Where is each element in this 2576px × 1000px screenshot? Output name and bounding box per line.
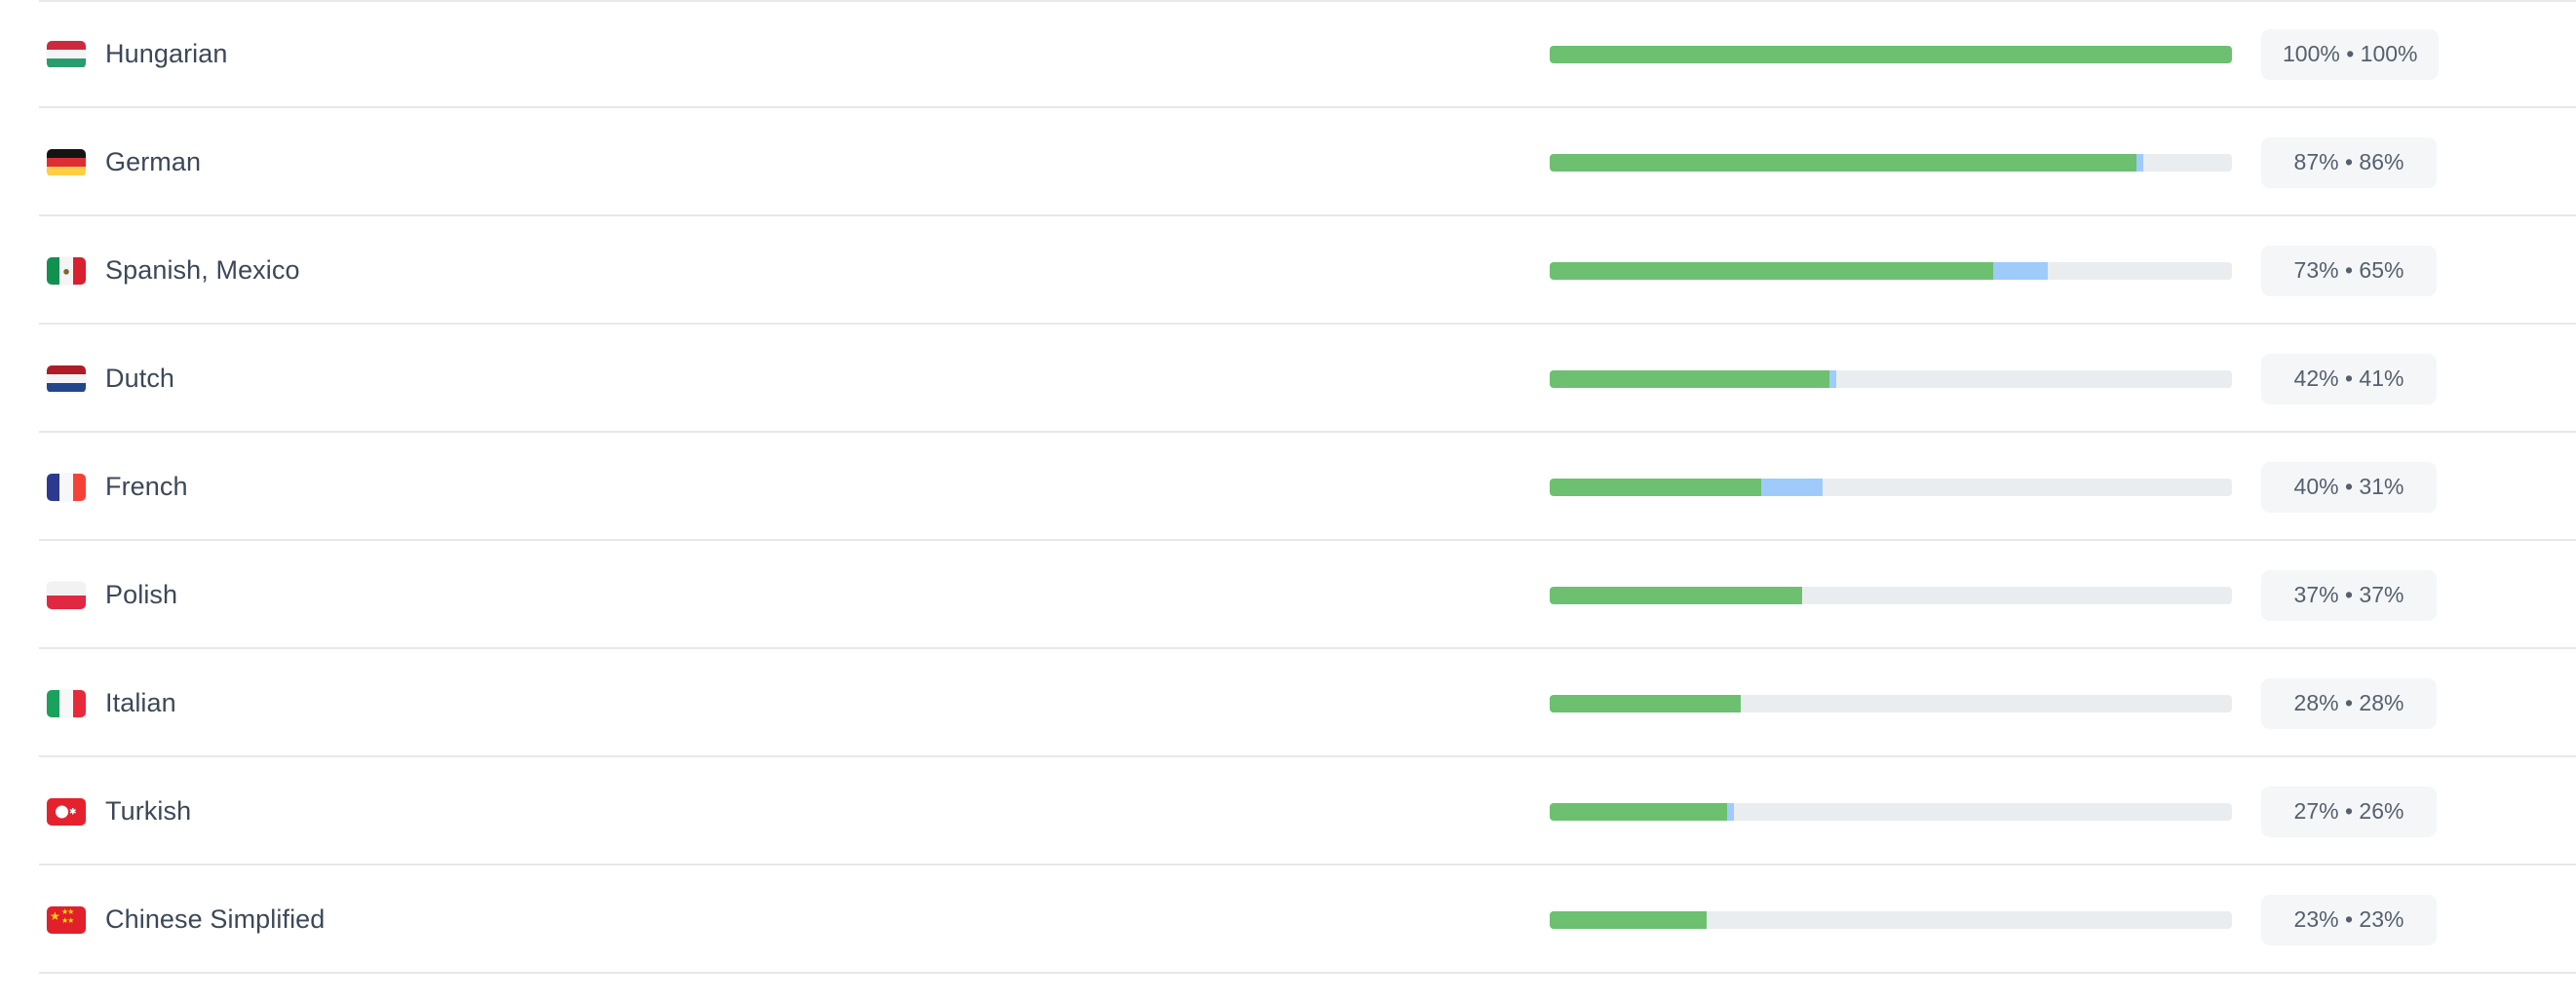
progress-segment-translated bbox=[1550, 478, 1761, 496]
progress-segment-translated bbox=[1550, 694, 1741, 712]
flag-china-icon: ★ ★★ ★★ bbox=[47, 905, 86, 934]
language-name-label: German bbox=[105, 147, 202, 176]
badge-cell: 87% • 86% bbox=[2232, 136, 2576, 188]
progress-badge: 37% • 37% bbox=[2261, 569, 2437, 621]
language-identity: French bbox=[0, 472, 1550, 501]
language-row[interactable]: German 87% • 86% bbox=[0, 108, 2576, 216]
progress-segment-approved-gap bbox=[1761, 478, 1823, 496]
language-identity: Italian bbox=[0, 688, 1550, 717]
progress-cell bbox=[1550, 369, 2232, 388]
progress-segment-translated bbox=[1550, 153, 2136, 172]
language-name-label: Turkish bbox=[105, 796, 192, 826]
language-row[interactable]: Italian 28% • 28% bbox=[0, 649, 2576, 757]
flag-hungary-icon bbox=[47, 40, 86, 68]
badge-cell: 37% • 37% bbox=[2232, 569, 2576, 621]
badge-cell: 27% • 26% bbox=[2232, 786, 2576, 837]
language-row[interactable]: Dutch 42% • 41% bbox=[0, 325, 2576, 433]
badge-cell: 40% • 31% bbox=[2232, 461, 2576, 513]
progress-segment-translated bbox=[1550, 586, 1802, 604]
flag-italy-icon bbox=[47, 689, 86, 717]
progress-cell bbox=[1550, 910, 2232, 929]
progress-segment-approved-gap bbox=[1727, 802, 1734, 821]
language-row[interactable]: ✱ Turkish 27% • 26% bbox=[0, 757, 2576, 865]
progress-cell bbox=[1550, 153, 2232, 172]
language-identity: Hungarian bbox=[0, 39, 1550, 68]
language-identity: German bbox=[0, 147, 1550, 176]
progress-bar[interactable] bbox=[1550, 369, 2232, 388]
progress-badge: 28% • 28% bbox=[2261, 677, 2437, 729]
progress-bar[interactable] bbox=[1550, 802, 2232, 821]
progress-cell bbox=[1550, 802, 2232, 821]
flag-germany-icon bbox=[47, 148, 86, 176]
language-row[interactable]: Polish 37% • 37% bbox=[0, 541, 2576, 649]
progress-badge: 100% • 100% bbox=[2261, 28, 2440, 80]
language-identity: ● Spanish, Mexico bbox=[0, 255, 1550, 285]
progress-segment-translated bbox=[1550, 261, 1993, 280]
progress-bar[interactable] bbox=[1550, 478, 2232, 496]
progress-segment-translated bbox=[1550, 45, 2232, 63]
progress-segment-translated bbox=[1550, 802, 1727, 821]
language-row[interactable]: Hungarian 100% • 100% bbox=[0, 0, 2576, 108]
progress-badge: 87% • 86% bbox=[2261, 136, 2437, 188]
language-name-label: Spanish, Mexico bbox=[105, 255, 300, 285]
badge-cell: 73% • 65% bbox=[2232, 245, 2576, 296]
progress-badge: 27% • 26% bbox=[2261, 786, 2437, 837]
badge-cell: 28% • 28% bbox=[2232, 677, 2576, 729]
progress-cell bbox=[1550, 478, 2232, 496]
language-name-label: Italian bbox=[105, 688, 176, 717]
flag-poland-icon bbox=[47, 581, 86, 609]
badge-cell: 23% • 23% bbox=[2232, 894, 2576, 945]
progress-badge: 73% • 65% bbox=[2261, 245, 2437, 296]
progress-badge: 40% • 31% bbox=[2261, 461, 2437, 513]
progress-bar[interactable] bbox=[1550, 261, 2232, 280]
language-name-label: Polish bbox=[105, 580, 178, 609]
flag-turkey-icon: ✱ bbox=[47, 797, 86, 826]
progress-badge: 42% • 41% bbox=[2261, 353, 2437, 404]
progress-segment-translated bbox=[1550, 369, 1829, 388]
progress-cell bbox=[1550, 45, 2232, 63]
progress-cell bbox=[1550, 586, 2232, 604]
flag-mexico-icon: ● bbox=[47, 256, 86, 285]
language-identity: Dutch bbox=[0, 365, 1550, 393]
progress-segment-translated bbox=[1550, 910, 1707, 929]
language-row[interactable]: ★ ★★ ★★ Chinese Simplified 23% • 23% bbox=[0, 865, 2576, 974]
progress-bar[interactable] bbox=[1550, 45, 2232, 63]
progress-bar[interactable] bbox=[1550, 586, 2232, 604]
progress-segment-approved-gap bbox=[1993, 261, 2048, 280]
language-identity: ★ ★★ ★★ Chinese Simplified bbox=[0, 904, 1550, 934]
badge-cell: 100% • 100% bbox=[2232, 28, 2576, 80]
language-row[interactable]: French 40% • 31% bbox=[0, 433, 2576, 541]
language-identity: Polish bbox=[0, 580, 1550, 609]
progress-cell bbox=[1550, 694, 2232, 712]
language-name-label: Dutch bbox=[105, 364, 175, 393]
progress-segment-approved-gap bbox=[1829, 369, 1836, 388]
progress-bar[interactable] bbox=[1550, 694, 2232, 712]
progress-segment-approved-gap bbox=[2136, 153, 2143, 172]
badge-cell: 42% • 41% bbox=[2232, 353, 2576, 404]
language-name-label: Chinese Simplified bbox=[105, 904, 326, 934]
flag-france-icon bbox=[47, 473, 86, 501]
language-name-label: Hungarian bbox=[105, 39, 228, 68]
language-name-label: French bbox=[105, 472, 188, 501]
language-row[interactable]: ● Spanish, Mexico 73% • 65% bbox=[0, 216, 2576, 325]
progress-bar[interactable] bbox=[1550, 153, 2232, 172]
language-identity: ✱ Turkish bbox=[0, 796, 1550, 826]
progress-cell bbox=[1550, 261, 2232, 280]
progress-bar[interactable] bbox=[1550, 910, 2232, 929]
progress-badge: 23% • 23% bbox=[2261, 894, 2437, 945]
flag-netherlands-icon bbox=[47, 365, 86, 393]
